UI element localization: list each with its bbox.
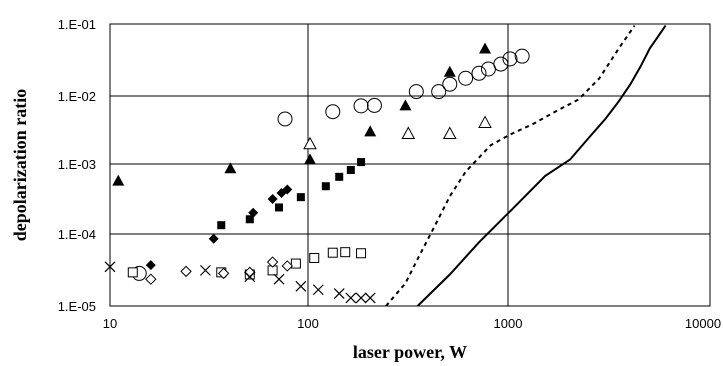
data-point-cross bbox=[333, 288, 345, 300]
data-point-open-circle bbox=[366, 97, 382, 113]
data-point-open-circle bbox=[471, 65, 487, 81]
data-point-filled-square bbox=[275, 203, 284, 212]
data-point-filled-square bbox=[217, 221, 226, 230]
data-point-filled-diamond bbox=[145, 260, 156, 271]
data-point-open-diamond bbox=[217, 267, 230, 280]
data-point-open-circle bbox=[442, 76, 458, 92]
data-point-open-square bbox=[290, 258, 301, 269]
data-point-filled-triangle bbox=[479, 42, 492, 54]
data-point-filled-diamond bbox=[267, 193, 278, 204]
y-tick-label: 1.E-05 bbox=[58, 299, 96, 314]
data-point-cross bbox=[104, 261, 116, 273]
data-point-open-triangle bbox=[303, 136, 317, 150]
data-point-open-triangle bbox=[478, 115, 492, 129]
data-point-open-diamond bbox=[145, 273, 157, 285]
data-point-open-square bbox=[127, 267, 138, 278]
data-point-open-circle bbox=[325, 104, 341, 120]
data-point-open-diamond bbox=[180, 265, 192, 278]
x-tick-label: 10000 bbox=[685, 316, 721, 331]
data-point-open-circle bbox=[458, 70, 474, 86]
data-point-filled-triangle bbox=[364, 125, 377, 137]
data-point-cross bbox=[295, 280, 307, 292]
data-point-open-diamond bbox=[281, 260, 294, 272]
series-filled-diamond bbox=[145, 184, 293, 271]
data-point-open-circle bbox=[408, 84, 424, 100]
x-tick-label: 10 bbox=[103, 316, 117, 331]
data-point-filled-triangle bbox=[224, 162, 237, 174]
data-point-open-triangle bbox=[401, 126, 416, 139]
series-filled-triangle bbox=[112, 42, 492, 186]
data-point-open-circle bbox=[431, 84, 447, 100]
data-point-filled-square bbox=[335, 172, 344, 181]
series-open-circle bbox=[131, 48, 530, 281]
data-point-filled-triangle bbox=[399, 99, 412, 111]
series-cross bbox=[104, 261, 376, 304]
series-line-solid bbox=[416, 25, 667, 306]
data-point-cross bbox=[355, 292, 367, 304]
data-point-open-circle bbox=[502, 51, 518, 67]
plot-frame bbox=[109, 23, 711, 307]
data-point-open-circle bbox=[277, 111, 293, 127]
data-point-cross bbox=[244, 271, 256, 283]
series-line-dashed bbox=[385, 25, 636, 306]
data-point-filled-square bbox=[245, 215, 254, 224]
data-point-filled-square bbox=[357, 158, 366, 167]
x-ticks: 10 100 1000 10000 bbox=[103, 316, 721, 331]
data-point-open-circle bbox=[514, 48, 530, 64]
data-point-cross bbox=[273, 273, 285, 285]
data-point-filled-diamond bbox=[208, 233, 219, 244]
data-point-open-square bbox=[356, 248, 367, 259]
x-tick-label: 100 bbox=[297, 316, 319, 331]
data-point-open-square bbox=[340, 247, 351, 258]
data-point-filled-square bbox=[296, 193, 305, 202]
data-point-filled-diamond bbox=[282, 184, 293, 195]
y-tick-label: 1.E-01 bbox=[58, 17, 96, 32]
x-tick-label: 1000 bbox=[494, 316, 523, 331]
data-point-filled-diamond bbox=[248, 207, 259, 218]
data-point-filled-square bbox=[321, 182, 330, 191]
line-series-layer bbox=[385, 25, 667, 306]
y-axis-title: depolarization ratio bbox=[10, 89, 30, 241]
y-ticks: 1.E-01 1.E-02 1.E-03 1.E-04 1.E-05 bbox=[58, 17, 96, 314]
y-tick-label: 1.E-03 bbox=[58, 157, 96, 172]
data-point-open-circle bbox=[493, 56, 509, 72]
data-point-cross bbox=[199, 264, 211, 276]
y-gridlines bbox=[110, 23, 710, 235]
x-axis-title: laser power, W bbox=[353, 342, 467, 362]
data-point-open-diamond bbox=[266, 256, 279, 268]
data-point-filled-triangle bbox=[443, 65, 456, 77]
data-point-open-triangle bbox=[442, 126, 457, 139]
data-point-cross bbox=[364, 292, 376, 304]
data-point-cross bbox=[312, 284, 324, 296]
data-point-filled-triangle bbox=[304, 153, 316, 165]
y-tick-label: 1.E-04 bbox=[58, 227, 96, 242]
data-point-filled-triangle bbox=[112, 174, 125, 186]
marker-series-layer bbox=[104, 42, 530, 304]
data-point-open-circle bbox=[480, 61, 496, 77]
data-point-open-square bbox=[309, 252, 320, 263]
data-point-open-circle bbox=[353, 98, 369, 114]
data-point-open-square bbox=[327, 247, 338, 258]
series-open-triangle bbox=[303, 115, 492, 150]
series-filled-square bbox=[217, 158, 366, 230]
data-point-filled-square bbox=[346, 165, 355, 174]
data-point-cross bbox=[345, 292, 357, 304]
x-gridlines bbox=[307, 24, 509, 306]
y-tick-label: 1.E-02 bbox=[58, 89, 96, 104]
